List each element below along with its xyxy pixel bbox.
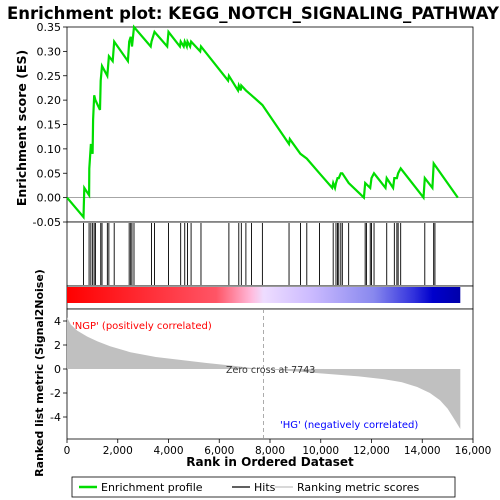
legend-es-label: Enrichment profile [101,481,203,494]
es-y-tick-label: 0.10 [37,143,62,156]
zero-cross-label: Zero cross at 7743 [226,365,315,376]
metric-y-axis-ticks: 4 2 0 -2 -4 [50,315,67,424]
es-y-tick-label: 0.05 [37,167,62,180]
hits-panel-frame [66,221,474,287]
es-y-axis-label: Enrichment score (ES) [14,50,29,206]
legend-metric-label: Ranking metric scores [297,481,419,494]
x-tick-label: 6,000 [204,445,234,457]
rank-color-bar [67,287,461,303]
x-axis-label: Rank in Ordered Dataset [186,455,354,469]
metric-y-tick-label: -2 [50,387,61,400]
metric-y-tick-label: 0 [54,363,61,376]
x-tick-label: 2,000 [103,445,133,457]
legend-box [71,476,456,498]
chart-title: Enrichment plot: KEGG_NOTCH_SIGNALING_PA… [7,4,500,23]
es-series-line [66,24,459,221]
es-y-tick-label: 0.20 [37,94,62,107]
label-positive: 'NGP' (positively correlated) [72,321,212,332]
es-y-tick-label: 0.25 [37,70,62,83]
es-y-axis-ticks: 0.35 0.30 0.25 0.20 0.15 0.10 0.05 0.00 -0.05 [33,21,67,229]
metric-area [67,317,461,429]
metric-y-tick-label: 4 [54,315,61,328]
metric-y-tick-label: -4 [50,411,61,424]
es-panel-frame [66,26,474,223]
x-tick-label: 16,000 [455,445,492,457]
es-y-tick-label: -0.05 [33,216,61,229]
x-tick-label: 12,000 [353,445,390,457]
legend-hits-label: Hits [254,481,276,494]
hits-markers [83,223,436,285]
x-axis-ticks: 0 2,000 4,000 6,000 8,000 10,000 12,000 14,000 1… [64,439,492,457]
x-tick-label: 14,000 [404,445,441,457]
x-tick-label: 10,000 [302,445,339,457]
x-tick-label: 0 [64,445,71,457]
metric-y-axis-label: Ranked list metric (Signal2Noise) [33,269,46,477]
es-y-tick-label: 0.30 [37,45,62,58]
es-y-tick-label: 0.35 [37,21,62,34]
es-y-tick-label: 0.15 [37,119,62,132]
metric-y-tick-label: 2 [54,339,61,352]
es-y-tick-label: 0.00 [37,192,62,205]
x-tick-label: 8,000 [255,445,285,457]
label-negative: 'HG' (negatively correlated) [280,420,418,431]
x-tick-label: 4,000 [153,445,183,457]
